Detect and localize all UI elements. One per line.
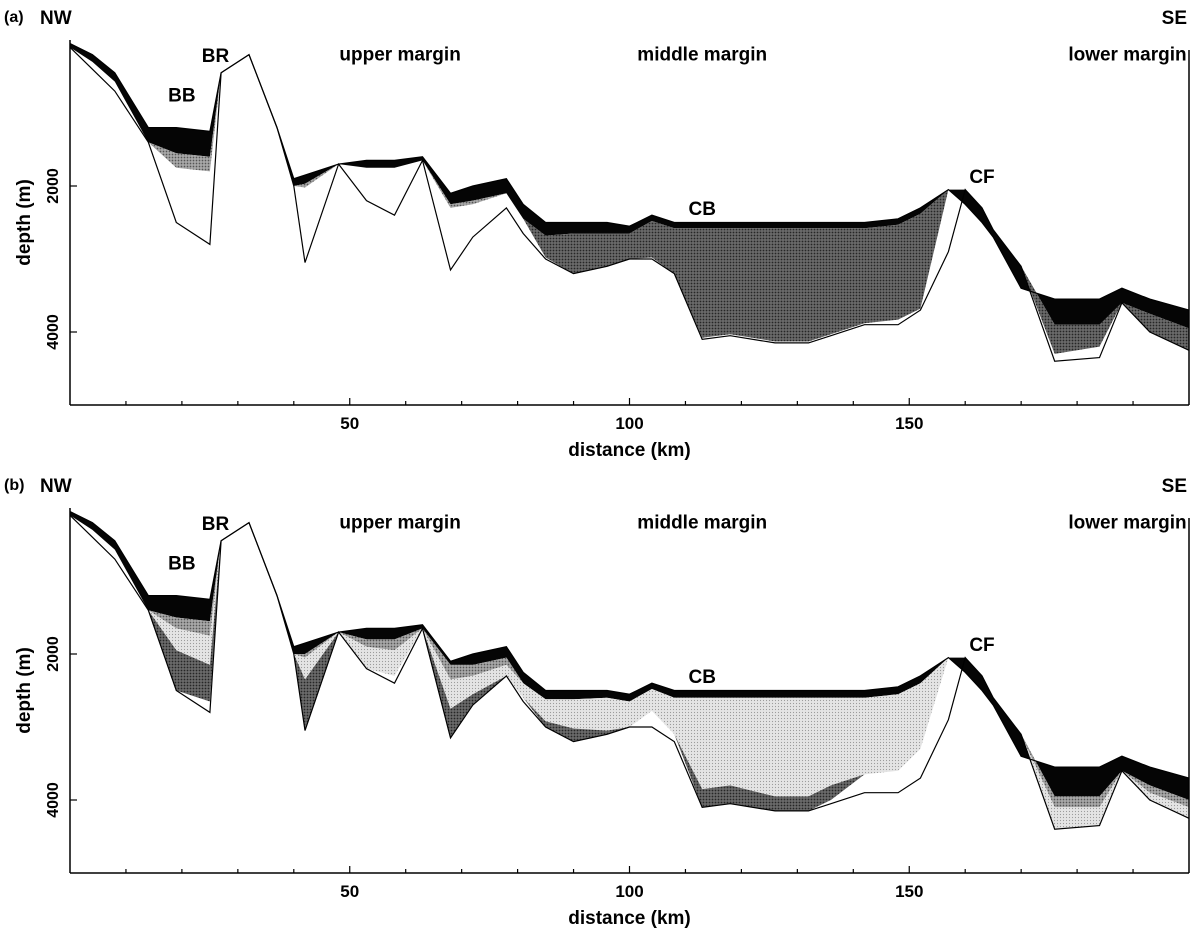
sediment-layer-medium-stipple xyxy=(70,47,1189,354)
basement-line xyxy=(69,514,1190,830)
annotation-cb: CB xyxy=(689,667,716,688)
annotation-cf: CF xyxy=(969,167,994,188)
annotation-lower-margin: lower margin xyxy=(1068,512,1186,533)
sediment-layer-black xyxy=(70,43,1189,329)
sediment-layer-medium-stipple xyxy=(70,515,1189,808)
y-tick-label: 4000 xyxy=(45,782,62,818)
se-label: SE xyxy=(1162,476,1187,497)
x-axis-label: distance (km) xyxy=(568,908,690,929)
annotation-bb: BB xyxy=(168,553,195,574)
annotation-cf: CF xyxy=(969,635,994,656)
annotation-middle-margin: middle margin xyxy=(637,512,767,533)
annotation-br: BR xyxy=(202,46,230,67)
x-tick-label: 50 xyxy=(340,882,359,901)
x-tick-label: 100 xyxy=(615,414,643,433)
annotation-middle-margin: middle margin xyxy=(637,44,767,65)
panel-label: (b) xyxy=(4,477,24,494)
sediment-layer-light-stipple xyxy=(70,47,1189,354)
x-tick-label: 150 xyxy=(895,882,923,901)
annotation-upper-margin: upper margin xyxy=(339,44,460,65)
x-tick-label: 150 xyxy=(895,414,923,433)
annotation-br: BR xyxy=(202,514,230,535)
annotation-bb: BB xyxy=(168,85,195,106)
y-axis-label: depth (m) xyxy=(14,179,35,266)
annotation-cb: CB xyxy=(689,199,716,220)
x-axis-label: distance (km) xyxy=(568,440,690,461)
panel-label: (a) xyxy=(4,9,24,26)
nw-label: NW xyxy=(40,8,72,29)
sediment-layer-light-stipple xyxy=(70,515,1189,830)
sediment-layer-black xyxy=(70,511,1189,800)
annotation-lower-margin: lower margin xyxy=(1068,44,1186,65)
x-tick-label: 50 xyxy=(340,414,359,433)
y-tick-label: 2000 xyxy=(45,168,62,204)
nw-label: NW xyxy=(40,476,72,497)
annotation-upper-margin: upper margin xyxy=(339,512,460,533)
basement-line xyxy=(69,46,1190,362)
y-tick-label: 2000 xyxy=(45,636,62,672)
se-label: SE xyxy=(1162,8,1187,29)
sediment-layer-dark-stipple xyxy=(70,515,1189,830)
y-axis-label: depth (m) xyxy=(14,647,35,734)
panel-b: 50 100 150 2000 4000 distance (km) depth (m) (b… xyxy=(4,476,1190,929)
sediment-layer-dark-stipple xyxy=(70,47,1189,354)
panel-a: 50 100 150 2000 4000 distance (km) depth (m) (a… xyxy=(4,8,1190,461)
x-tick-label: 100 xyxy=(615,882,643,901)
y-tick-label: 4000 xyxy=(45,314,62,350)
